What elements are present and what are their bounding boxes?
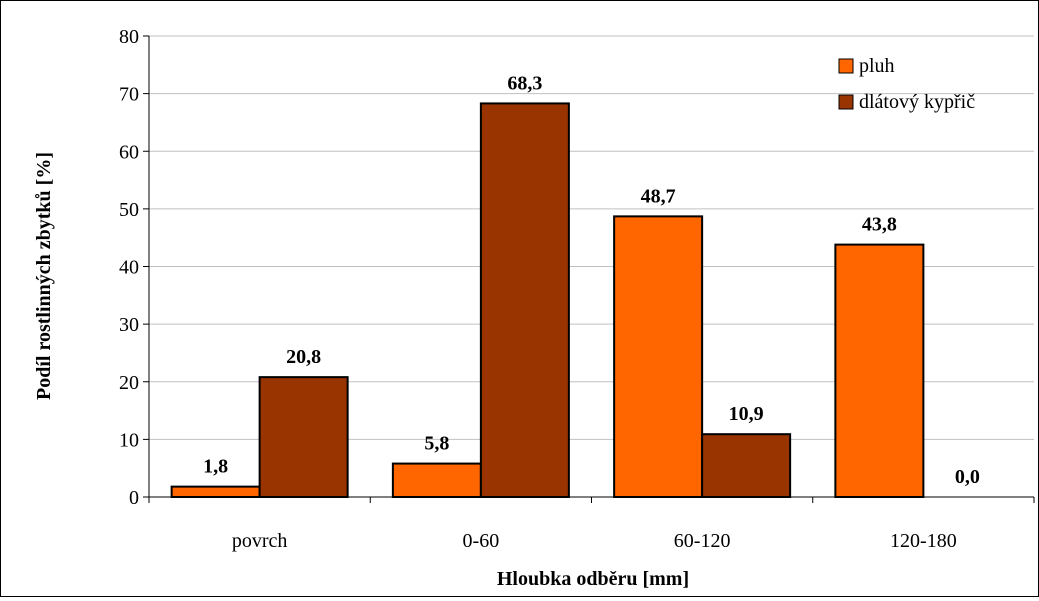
x-tick-label: povrch	[232, 530, 288, 552]
x-tick-label: 120-180	[890, 530, 957, 552]
y-tick-label: 40	[119, 257, 139, 279]
bars	[170, 102, 925, 499]
y-tick-label: 20	[119, 372, 139, 394]
value-label: 48,7	[641, 185, 676, 207]
y-tick-label: 80	[119, 26, 139, 48]
value-label: 1,8	[203, 456, 228, 478]
value-label: 20,8	[286, 346, 321, 368]
legend-label: pluh	[859, 55, 895, 77]
x-tick-labels: povrch 0-60 60-120 120-180	[232, 530, 957, 552]
bar-pluh-120-180	[834, 243, 925, 498]
axes	[143, 35, 1035, 503]
y-tick-label: 50	[119, 199, 139, 221]
value-label: 43,8	[862, 214, 897, 236]
x-tick-label: 60-120	[674, 530, 731, 552]
x-tick-label: 0-60	[463, 530, 500, 552]
value-label: 68,3	[507, 72, 542, 94]
value-label: 10,9	[729, 403, 764, 425]
bar-dlátový-kypřič-povrch	[258, 376, 349, 499]
bar-dlátový-kypřič-60-120	[701, 433, 792, 498]
y-tick-label: 0	[129, 487, 139, 509]
bar-pluh-0-60	[391, 462, 482, 499]
value-label: 5,8	[424, 433, 449, 455]
y-tick-label: 30	[119, 314, 139, 336]
value-labels: 1,8 20,8 5,8 68,3 48,7 10,9 43,8 0,0	[203, 72, 980, 488]
x-axis-title: Hloubka odběru [mm]	[497, 568, 689, 590]
y-axis-title: Podíl rostlinných zbytků [%]	[33, 152, 55, 400]
y-tick-label: 70	[119, 84, 139, 106]
legend-label: dlátový kypřič	[859, 91, 975, 113]
bar-pluh-povrch	[170, 485, 261, 499]
legend-swatch	[838, 58, 854, 74]
legend-swatch	[838, 94, 854, 110]
y-tick-labels: 0 10 20 30 40 50 60 70 80	[119, 26, 139, 509]
y-tick-label: 10	[119, 429, 139, 451]
legend: pluh dlátový kypřič	[838, 55, 975, 113]
bar-dlátový-kypřič-0-60	[479, 102, 570, 498]
value-label: 0,0	[955, 466, 980, 488]
bar-pluh-60-120	[613, 215, 704, 499]
y-tick-label: 60	[119, 141, 139, 163]
